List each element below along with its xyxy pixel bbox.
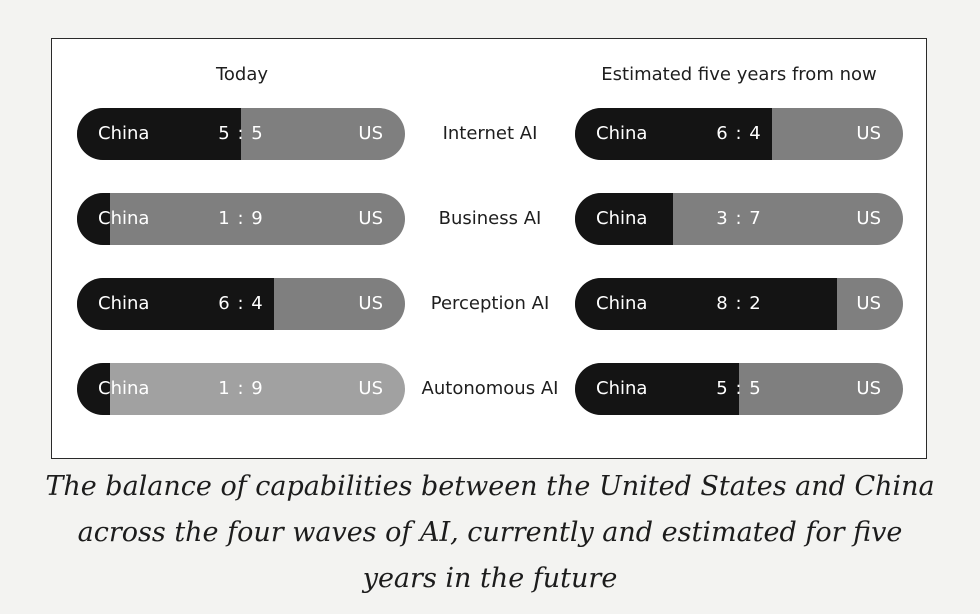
heading-future: Estimated five years from now	[601, 64, 877, 85]
today-china-segment	[77, 108, 241, 160]
ratio-label: 8 : 2	[716, 293, 762, 314]
today-bar: China 1 : 9 US	[77, 363, 405, 415]
us-label: US	[358, 208, 383, 229]
china-label: China	[98, 378, 150, 399]
today-china-segment	[77, 278, 274, 330]
ratio-label: 5 : 5	[716, 378, 762, 399]
today-bar: China 6 : 4 US	[77, 278, 405, 330]
future-bar: China 8 : 2 US	[575, 278, 903, 330]
future-bar: China 3 : 7 US	[575, 193, 903, 245]
us-label: US	[358, 378, 383, 399]
today-us-segment	[77, 363, 405, 415]
category-label: Perception AI	[430, 293, 550, 314]
chart-row: China 1 : 9 US Autonomous AI China 5 : 5 US	[0, 363, 980, 415]
china-label: China	[596, 208, 648, 229]
future-china-segment	[575, 278, 838, 330]
chart-row: China 5 : 5 US Internet AI China 6 : 4 US	[0, 108, 980, 160]
us-label: US	[358, 123, 383, 144]
figure-caption: The balance of capabilities between the …	[45, 471, 935, 594]
chart-row: China 6 : 4 US Perception AI China 8 : 2 US	[0, 278, 980, 330]
us-label: US	[856, 378, 881, 399]
today-us-segment	[77, 193, 405, 245]
us-label: US	[856, 293, 881, 314]
china-label: China	[98, 208, 150, 229]
future-bar: China 6 : 4 US	[575, 108, 903, 160]
future-china-segment	[575, 363, 739, 415]
us-label: US	[856, 208, 881, 229]
china-label: China	[596, 123, 648, 144]
category-label: Autonomous AI	[421, 378, 559, 399]
future-china-segment	[575, 108, 772, 160]
future-china-segment	[575, 193, 674, 245]
future-bar: China 5 : 5 US	[575, 363, 903, 415]
category-label: Business AI	[438, 208, 542, 229]
today-china-segment	[77, 363, 110, 415]
china-label: China	[98, 123, 150, 144]
us-label: US	[358, 293, 383, 314]
china-label: China	[596, 293, 648, 314]
heading-today: Today	[215, 64, 269, 85]
today-bar: China 1 : 9 US	[77, 193, 405, 245]
today-china-segment	[77, 193, 110, 245]
ratio-label: 1 : 9	[218, 378, 264, 399]
today-bar: China 5 : 5 US	[77, 108, 405, 160]
category-label: Internet AI	[442, 123, 538, 144]
ratio-label: 5 : 5	[218, 123, 264, 144]
us-label: US	[856, 123, 881, 144]
ratio-label: 6 : 4	[218, 293, 264, 314]
ratio-label: 1 : 9	[218, 208, 264, 229]
ratio-label: 3 : 7	[716, 208, 762, 229]
china-label: China	[98, 293, 150, 314]
ratio-label: 6 : 4	[716, 123, 762, 144]
china-label: China	[596, 378, 648, 399]
chart-row: China 1 : 9 US Business AI China 3 : 7 US	[0, 193, 980, 245]
